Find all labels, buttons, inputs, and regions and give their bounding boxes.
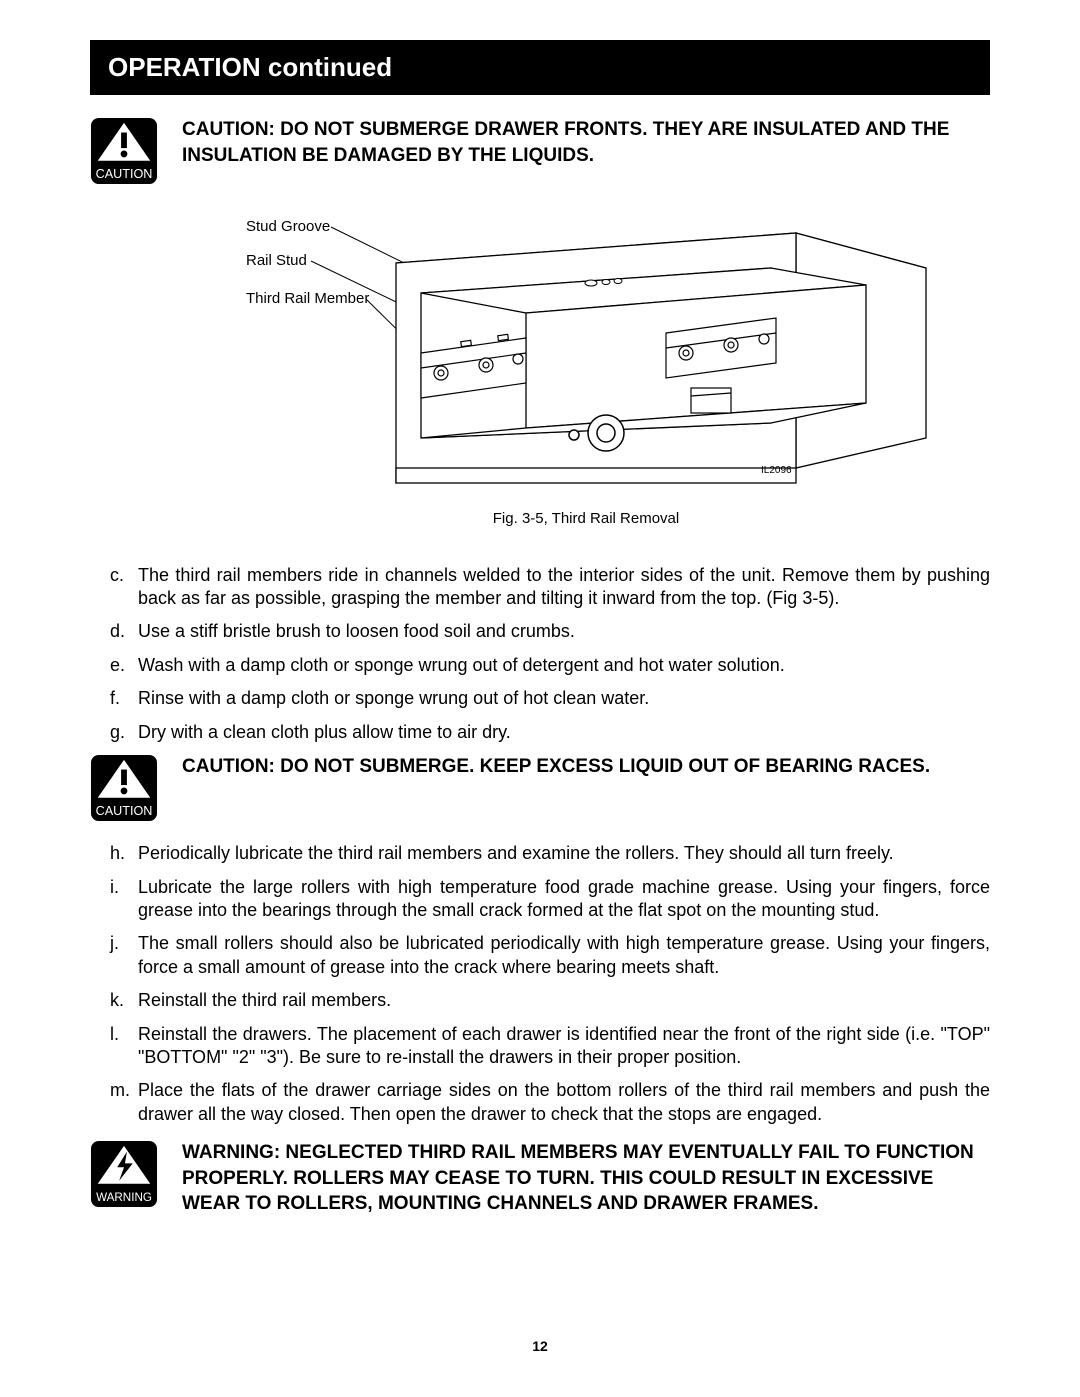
list-item: m. Place the flats of the drawer carriag… bbox=[110, 1079, 990, 1126]
list-item: k. Reinstall the third rail members. bbox=[110, 989, 990, 1012]
list-item: f. Rinse with a damp cloth or sponge wru… bbox=[110, 687, 990, 710]
svg-text:CAUTION: CAUTION bbox=[96, 804, 153, 818]
caution-block-1: CAUTION CAUTION: DO NOT SUBMERGE DRAWER … bbox=[90, 117, 990, 191]
list-item: d. Use a stiff bristle brush to loosen f… bbox=[110, 620, 990, 643]
list-item: l. Reinstall the drawers. The placement … bbox=[110, 1023, 990, 1070]
third-rail-diagram: Stud Groove Rail Stud Third Rail Member bbox=[236, 213, 936, 503]
list-item: i. Lubricate the large rollers with high… bbox=[110, 876, 990, 923]
svg-text:CAUTION: CAUTION bbox=[96, 167, 153, 181]
list-item: h. Periodically lubricate the third rail… bbox=[110, 842, 990, 865]
svg-text:Third Rail Member: Third Rail Member bbox=[246, 290, 369, 307]
caution-text-2: CAUTION: DO NOT SUBMERGE. KEEP EXCESS LI… bbox=[182, 754, 990, 780]
svg-text:Stud Groove: Stud Groove bbox=[246, 218, 330, 235]
figure-block: Stud Groove Rail Stud Third Rail Member bbox=[90, 205, 990, 541]
warning-block: WARNING WARNING: NEGLECTED THIRD RAIL ME… bbox=[90, 1140, 990, 1217]
caution-text-1: CAUTION: DO NOT SUBMERGE DRAWER FRONTS. … bbox=[182, 117, 990, 168]
warning-text: WARNING: NEGLECTED THIRD RAIL MEMBERS MA… bbox=[182, 1140, 990, 1217]
list-item: g. Dry with a clean cloth plus allow tim… bbox=[110, 721, 990, 744]
svg-text:WARNING: WARNING bbox=[96, 1191, 152, 1204]
svg-text:IL2096: IL2096 bbox=[761, 465, 792, 476]
caution-icon: CAUTION bbox=[90, 754, 158, 822]
warning-icon: WARNING bbox=[90, 1140, 158, 1208]
list-item: c. The third rail members ride in channe… bbox=[110, 564, 990, 611]
caution-icon: CAUTION bbox=[90, 117, 158, 185]
page-number: 12 bbox=[90, 1337, 990, 1356]
list-item: j. The small rollers should also be lubr… bbox=[110, 932, 990, 979]
svg-text:Rail Stud: Rail Stud bbox=[246, 252, 307, 269]
figure-caption: Fig. 3-5, Third Rail Removal bbox=[182, 509, 990, 529]
caution-block-2: CAUTION CAUTION: DO NOT SUBMERGE. KEEP E… bbox=[90, 754, 990, 828]
section-header: OPERATION continued bbox=[90, 40, 990, 95]
instruction-list-1: c. The third rail members ride in channe… bbox=[110, 564, 990, 744]
instruction-list-2: h. Periodically lubricate the third rail… bbox=[110, 842, 990, 1126]
list-item: e. Wash with a damp cloth or sponge wrun… bbox=[110, 654, 990, 677]
